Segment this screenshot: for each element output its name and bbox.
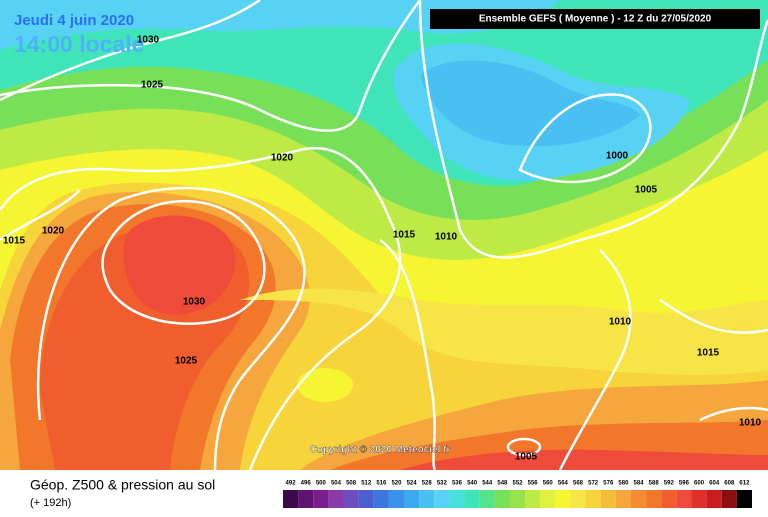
scale-label: 588 [649, 481, 660, 487]
scale-label: 584 [634, 481, 645, 487]
scale-label: 520 [391, 481, 402, 487]
scale-swatch [600, 490, 616, 508]
scale-label: 572 [588, 481, 599, 487]
scale-label: 528 [422, 481, 433, 487]
isobar-label: 1000 [606, 151, 629, 162]
scale-label: 604 [709, 481, 720, 487]
scale-label: 508 [346, 481, 357, 487]
isobar-label: 1015 [3, 236, 26, 247]
isobar-label: 1010 [739, 418, 762, 429]
color-scale: 492 496 500 504 508 512 516 520 524 528 532 536 540 5… [283, 481, 752, 508]
scale-label: 564 [558, 481, 569, 487]
footer-lead: (+ 192h) [30, 497, 71, 509]
scale-swatch [646, 490, 662, 508]
isobar-label: 1010 [435, 232, 458, 243]
isobar-labels: 1030 1025 1020 1020 1015 1030 1025 1015 1010 1000… [3, 35, 762, 463]
scale-swatch [555, 490, 571, 508]
scale-label: 600 [694, 481, 705, 487]
scale-swatch [525, 490, 541, 508]
scale-label: 552 [512, 481, 523, 487]
scale-swatch [404, 490, 420, 508]
scale-swatch [615, 490, 631, 508]
scale-swatch [434, 490, 450, 508]
scale-label: 540 [467, 481, 478, 487]
isobar-label: 1010 [609, 317, 632, 328]
scale-label: 524 [407, 481, 418, 487]
isobars [0, 0, 768, 471]
scale-swatch [283, 490, 299, 508]
scale-swatch [570, 490, 586, 508]
scale-swatch [676, 490, 692, 508]
scale-swatch [661, 490, 677, 508]
scale-swatch [419, 490, 435, 508]
scale-swatch [328, 490, 344, 508]
scale-swatch [540, 490, 556, 508]
isobar-label: 1025 [175, 356, 198, 367]
isobar-label: 1030 [183, 297, 206, 308]
isobar-label: 1015 [393, 230, 416, 241]
scale-swatch [691, 490, 707, 508]
scale-swatch [479, 490, 495, 508]
scale-label: 532 [437, 481, 448, 487]
scale-label: 568 [573, 481, 584, 487]
copyright: Copyright © 2020 Meteociel.fr [310, 445, 451, 456]
scale-swatch [449, 490, 465, 508]
scale-label: 504 [331, 481, 342, 487]
scale-swatch [706, 490, 722, 508]
map-background [0, 0, 768, 471]
scale-swatch [373, 490, 389, 508]
scale-label: 500 [316, 481, 327, 487]
header-run-box: Ensemble GEFS ( Moyenne ) - 12 Z du 27/0… [430, 9, 760, 29]
scale-label: 536 [452, 481, 463, 487]
isobar-label: 1020 [271, 153, 294, 164]
scale-swatch [343, 490, 359, 508]
scale-label: 596 [679, 481, 690, 487]
run-info: Ensemble GEFS ( Moyenne ) - 12 Z du 27/0… [479, 14, 712, 25]
scale-swatch [494, 490, 510, 508]
scale-label: 556 [528, 481, 539, 487]
scale-label: 496 [301, 481, 312, 487]
date-title: Jeudi 4 juin 2020 [14, 12, 134, 29]
scale-label: 516 [376, 481, 387, 487]
scale-swatch [509, 490, 526, 508]
scale-label: 512 [361, 481, 372, 487]
scale-label: 612 [739, 481, 750, 487]
time-title: 14:00 locale [14, 31, 144, 57]
scale-swatch [736, 490, 752, 508]
scale-label: 548 [497, 481, 508, 487]
isobar-label: 1025 [141, 80, 164, 91]
scale-label: 580 [618, 481, 629, 487]
isobar-label: 1020 [42, 226, 65, 237]
scale-swatch [464, 490, 480, 508]
scale-swatch [585, 490, 601, 508]
scale-swatch [298, 490, 314, 508]
scale-label: 592 [664, 481, 675, 487]
scale-label: 576 [603, 481, 614, 487]
isobar-label: 1030 [137, 35, 160, 46]
isobar-label: 1005 [515, 452, 538, 463]
scale-swatch [721, 490, 737, 508]
scale-label: 492 [286, 481, 297, 487]
scale-swatch [358, 490, 374, 508]
isobar-label: 1005 [635, 185, 658, 196]
isobar-label: 1015 [697, 348, 720, 359]
scale-label: 544 [482, 481, 493, 487]
footer-title: Géop. Z500 & pression au sol [30, 477, 215, 493]
scale-label: 608 [724, 481, 735, 487]
scale-label: 560 [543, 481, 554, 487]
scale-swatch [313, 490, 329, 508]
scale-swatch [388, 490, 405, 508]
scale-swatch [630, 490, 647, 508]
